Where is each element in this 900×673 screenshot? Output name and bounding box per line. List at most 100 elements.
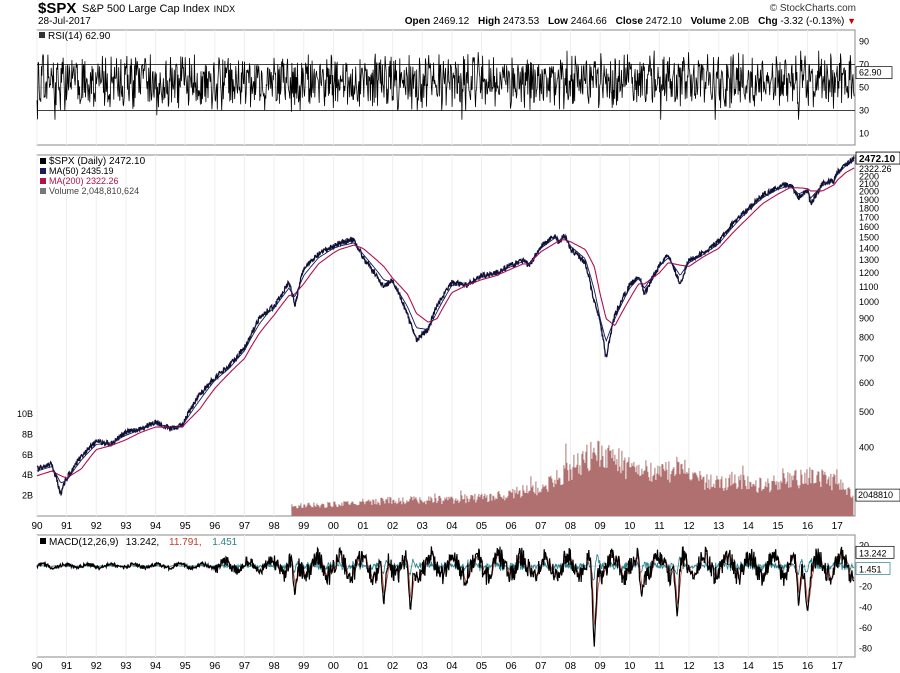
open-value: 2469.12 bbox=[433, 16, 470, 27]
price-x-tick-label: 92 bbox=[91, 521, 103, 532]
macd-x-tick-label: 02 bbox=[387, 661, 399, 672]
macd-tick-label: -80 bbox=[859, 644, 872, 654]
price-x-tick-label: 03 bbox=[417, 521, 429, 532]
rsi-tick-label: 30 bbox=[859, 106, 869, 116]
price-tick-label: 2200 bbox=[859, 172, 879, 182]
description-text: S&P 500 Large Cap Index bbox=[82, 3, 210, 15]
macd-x-tick-label: 06 bbox=[506, 661, 518, 672]
price-x-tick-label: 06 bbox=[506, 521, 518, 532]
price-tick-label: 900 bbox=[859, 314, 874, 324]
price-x-tick-label: 16 bbox=[802, 521, 814, 532]
price-x-tick-label: 07 bbox=[535, 521, 547, 532]
volume-label: Volume bbox=[690, 16, 726, 27]
price-tick-label: 1500 bbox=[859, 232, 879, 242]
price-x-tick-label: 99 bbox=[298, 521, 310, 532]
high-value: 2473.53 bbox=[503, 16, 540, 27]
macd-x-tick-label: 96 bbox=[209, 661, 221, 672]
price-tick-label: 2000 bbox=[859, 187, 879, 197]
macd-line bbox=[36, 546, 855, 647]
brand-label: © StockCharts.com bbox=[769, 3, 856, 14]
macd-tick-label: -20 bbox=[859, 582, 872, 592]
chg-value: -3.32 (-0.13%) bbox=[780, 16, 845, 27]
price-tick-label: 2100 bbox=[859, 179, 879, 189]
ohlc-readout: Open 2469.12 High 2473.53 Low 2464.66 Cl… bbox=[405, 16, 856, 27]
price-tick-label: 1700 bbox=[859, 213, 879, 223]
price-legend-text: Volume 2,048,810,624 bbox=[49, 186, 139, 196]
price-x-tick-label: 17 bbox=[832, 521, 844, 532]
macd-tick-label: -40 bbox=[859, 602, 872, 612]
close-value: 2472.10 bbox=[645, 16, 682, 27]
macd-legend-text: 1.451 bbox=[212, 537, 237, 548]
price-tick-label: 1800 bbox=[859, 203, 879, 213]
macd-x-tick-label: 12 bbox=[683, 661, 695, 672]
price-tick-label: 500 bbox=[859, 407, 874, 417]
price-x-tick-label: 01 bbox=[357, 521, 369, 532]
price-tick-label: 1600 bbox=[859, 222, 879, 232]
macd-x-tick-label: 17 bbox=[832, 661, 844, 672]
macd-value-box bbox=[855, 545, 895, 559]
price-tick-label: 600 bbox=[859, 378, 874, 388]
macd-legend-text: MACD(12,26,9) bbox=[49, 537, 118, 548]
chg-label: Chg bbox=[758, 16, 778, 27]
price-tick-label: 1400 bbox=[859, 243, 879, 253]
close-label: Close bbox=[615, 16, 643, 27]
price-legend-text: $SPX (Daily) 2472.10 bbox=[49, 156, 146, 167]
volume-bars bbox=[291, 440, 854, 516]
macd-tick-label: -60 bbox=[859, 623, 872, 633]
price-x-tick-label: 90 bbox=[31, 521, 43, 532]
price-line bbox=[36, 155, 855, 497]
rsi-line bbox=[36, 50, 855, 120]
price-x-tick-label: 91 bbox=[61, 521, 73, 532]
price-tick-label: 1300 bbox=[859, 255, 879, 265]
price-x-tick-label: 93 bbox=[120, 521, 132, 532]
macd-x-tick-label: 09 bbox=[595, 661, 607, 672]
volume-tick-label: 4B bbox=[22, 470, 33, 480]
price-legend-swatch bbox=[40, 188, 46, 194]
price-legend-text: MA(50) 2435.19 bbox=[49, 166, 114, 176]
volume-tick-label: 10B bbox=[17, 409, 33, 419]
price-x-tick-label: 15 bbox=[772, 521, 784, 532]
hist-value-label: 1.451 bbox=[859, 565, 882, 575]
price-x-tick-label: 95 bbox=[180, 521, 192, 532]
volume-value-label: 2048810 bbox=[858, 490, 893, 500]
symbol-description: S&P 500 Large Cap Index INDX bbox=[82, 3, 235, 15]
price-x-tick-label: 10 bbox=[624, 521, 636, 532]
price-value-label: 2472.10 bbox=[859, 154, 896, 165]
macd-x-tick-label: 16 bbox=[802, 661, 814, 672]
macd-panel-frame bbox=[36, 534, 856, 658]
rsi-tick-label: 10 bbox=[859, 129, 869, 139]
ma50-line bbox=[36, 160, 855, 484]
macd-x-tick-label: 90 bbox=[31, 661, 43, 672]
chart-date: 28-Jul-2017 bbox=[38, 16, 91, 27]
price-x-tick-label: 11 bbox=[654, 521, 665, 532]
price-x-tick-label: 02 bbox=[387, 521, 399, 532]
symbol-title: $SPX bbox=[38, 0, 77, 17]
macd-x-tick-label: 93 bbox=[120, 661, 132, 672]
high-label: High bbox=[478, 16, 501, 27]
price-tick-label: 400 bbox=[859, 443, 874, 453]
macd-x-tick-label: 00 bbox=[328, 661, 340, 672]
macd-legend-swatch bbox=[40, 538, 46, 544]
rsi-legend-swatch bbox=[39, 32, 45, 38]
macd-x-tick-label: 94 bbox=[150, 661, 162, 672]
price-x-tick-label: 96 bbox=[209, 521, 221, 532]
macd-tick-label: 20 bbox=[859, 540, 869, 550]
volume-tick-label: 2B bbox=[22, 491, 33, 501]
price-x-tick-label: 09 bbox=[595, 521, 607, 532]
exchange-label: INDX bbox=[213, 4, 236, 14]
price-x-tick-label: 12 bbox=[683, 521, 695, 532]
price-x-tick-label: 14 bbox=[743, 521, 755, 532]
chart-header: $SPX S&P 500 Large Cap Index INDX 28-Jul-… bbox=[0, 0, 900, 30]
rsi-tick-label: 50 bbox=[859, 83, 869, 93]
price-x-tick-label: 05 bbox=[476, 521, 488, 532]
volume-tick-label: 6B bbox=[22, 450, 33, 460]
price-x-tick-label: 94 bbox=[150, 521, 162, 532]
macd-x-tick-label: 99 bbox=[298, 661, 310, 672]
price-tick-label: 1200 bbox=[859, 268, 879, 278]
macd-x-tick-label: 01 bbox=[357, 661, 369, 672]
macd-x-tick-label: 97 bbox=[239, 661, 251, 672]
ma200-value-label: 2322.26 bbox=[859, 164, 892, 174]
rsi-legend-text: RSI(14) 62.90 bbox=[48, 31, 111, 42]
volume-value-box bbox=[855, 488, 900, 502]
